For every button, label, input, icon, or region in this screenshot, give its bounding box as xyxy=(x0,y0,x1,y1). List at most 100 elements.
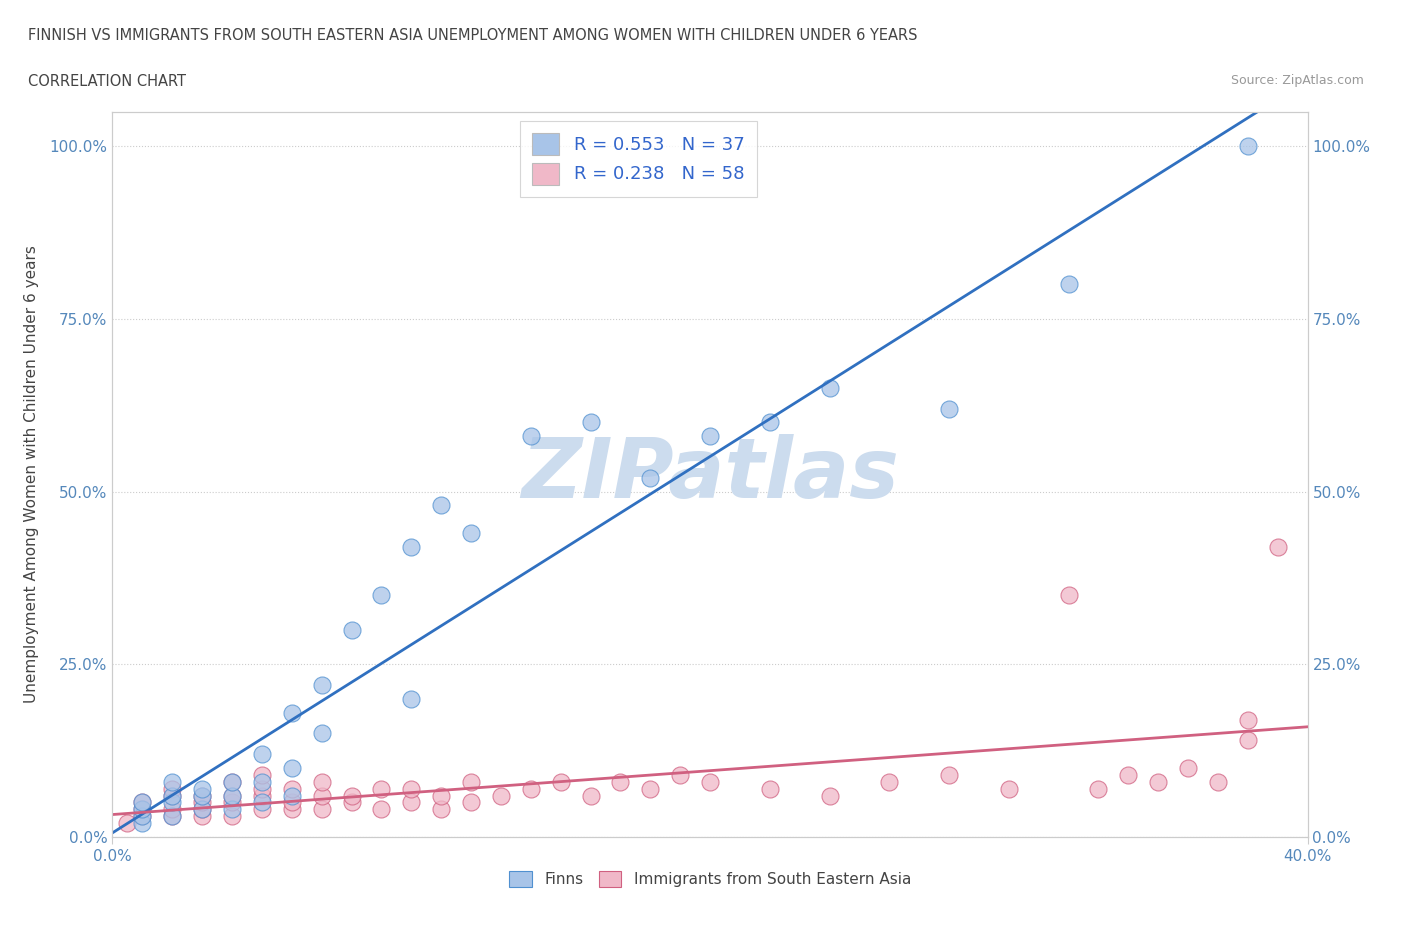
Text: ZIPatlas: ZIPatlas xyxy=(522,433,898,515)
Point xyxy=(879,775,901,790)
Point xyxy=(401,781,423,796)
Point xyxy=(759,415,782,430)
Y-axis label: Unemployment Among Women with Children Under 6 years: Unemployment Among Women with Children U… xyxy=(24,246,38,703)
Point xyxy=(1206,775,1229,790)
Point xyxy=(162,788,183,803)
Point xyxy=(401,691,423,706)
Point xyxy=(131,816,153,830)
Point xyxy=(191,802,214,817)
Point xyxy=(401,539,423,554)
Point xyxy=(1237,712,1260,727)
Point xyxy=(281,795,304,810)
Point xyxy=(311,788,333,803)
Text: FINNISH VS IMMIGRANTS FROM SOUTH EASTERN ASIA UNEMPLOYMENT AMONG WOMEN WITH CHIL: FINNISH VS IMMIGRANTS FROM SOUTH EASTERN… xyxy=(28,28,918,43)
Point xyxy=(818,788,841,803)
Point xyxy=(131,802,153,817)
Point xyxy=(430,788,453,803)
Point xyxy=(221,795,243,810)
Point xyxy=(221,788,243,803)
Point xyxy=(1057,277,1080,292)
Point xyxy=(669,767,692,782)
Point xyxy=(250,795,273,810)
Point xyxy=(131,795,153,810)
Point xyxy=(131,795,153,810)
Point xyxy=(131,802,153,817)
Point xyxy=(1237,733,1260,748)
Point xyxy=(430,498,453,512)
Point xyxy=(1237,139,1260,153)
Point xyxy=(759,781,782,796)
Point xyxy=(250,767,273,782)
Point xyxy=(340,788,363,803)
Point xyxy=(340,622,363,637)
Point xyxy=(340,795,363,810)
Point xyxy=(281,705,304,720)
Point xyxy=(818,380,841,395)
Point xyxy=(281,761,304,776)
Point xyxy=(460,795,482,810)
Point xyxy=(460,525,482,540)
Point xyxy=(221,802,243,817)
Point xyxy=(250,788,273,803)
Point xyxy=(117,816,139,830)
Point xyxy=(162,809,183,824)
Point xyxy=(281,781,304,796)
Point xyxy=(640,781,662,796)
Point xyxy=(221,775,243,790)
Point xyxy=(191,788,214,803)
Point xyxy=(1118,767,1140,782)
Point xyxy=(430,802,453,817)
Point xyxy=(191,809,214,824)
Point xyxy=(191,802,214,817)
Point xyxy=(579,415,602,430)
Point xyxy=(311,726,333,741)
Point xyxy=(609,775,631,790)
Point xyxy=(550,775,572,790)
Point xyxy=(221,809,243,824)
Point xyxy=(162,775,183,790)
Point xyxy=(250,802,273,817)
Point xyxy=(191,781,214,796)
Point xyxy=(311,678,333,693)
Point xyxy=(699,429,721,444)
Point xyxy=(640,471,662,485)
Point xyxy=(191,788,214,803)
Text: CORRELATION CHART: CORRELATION CHART xyxy=(28,74,186,89)
Point xyxy=(162,781,183,796)
Point xyxy=(162,795,183,810)
Point xyxy=(311,775,333,790)
Point xyxy=(162,809,183,824)
Point xyxy=(401,795,423,810)
Point xyxy=(221,775,243,790)
Point xyxy=(281,788,304,803)
Point xyxy=(250,781,273,796)
Point xyxy=(162,788,183,803)
Legend: Finns, Immigrants from South Eastern Asia: Finns, Immigrants from South Eastern Asi… xyxy=(502,863,918,895)
Point xyxy=(311,802,333,817)
Point xyxy=(699,775,721,790)
Point xyxy=(1147,775,1170,790)
Point xyxy=(370,588,392,603)
Point xyxy=(191,795,214,810)
Point xyxy=(1087,781,1109,796)
Point xyxy=(579,788,602,803)
Point xyxy=(998,781,1021,796)
Point xyxy=(520,429,543,444)
Point xyxy=(938,767,960,782)
Point xyxy=(370,802,392,817)
Point xyxy=(489,788,512,803)
Point xyxy=(460,775,482,790)
Point xyxy=(250,747,273,762)
Point xyxy=(162,802,183,817)
Point xyxy=(370,781,392,796)
Point xyxy=(131,809,153,824)
Point xyxy=(1057,588,1080,603)
Point xyxy=(250,775,273,790)
Point xyxy=(938,401,960,416)
Text: Source: ZipAtlas.com: Source: ZipAtlas.com xyxy=(1230,74,1364,87)
Point xyxy=(520,781,543,796)
Point xyxy=(281,802,304,817)
Point xyxy=(221,788,243,803)
Point xyxy=(1267,539,1289,554)
Point xyxy=(131,809,153,824)
